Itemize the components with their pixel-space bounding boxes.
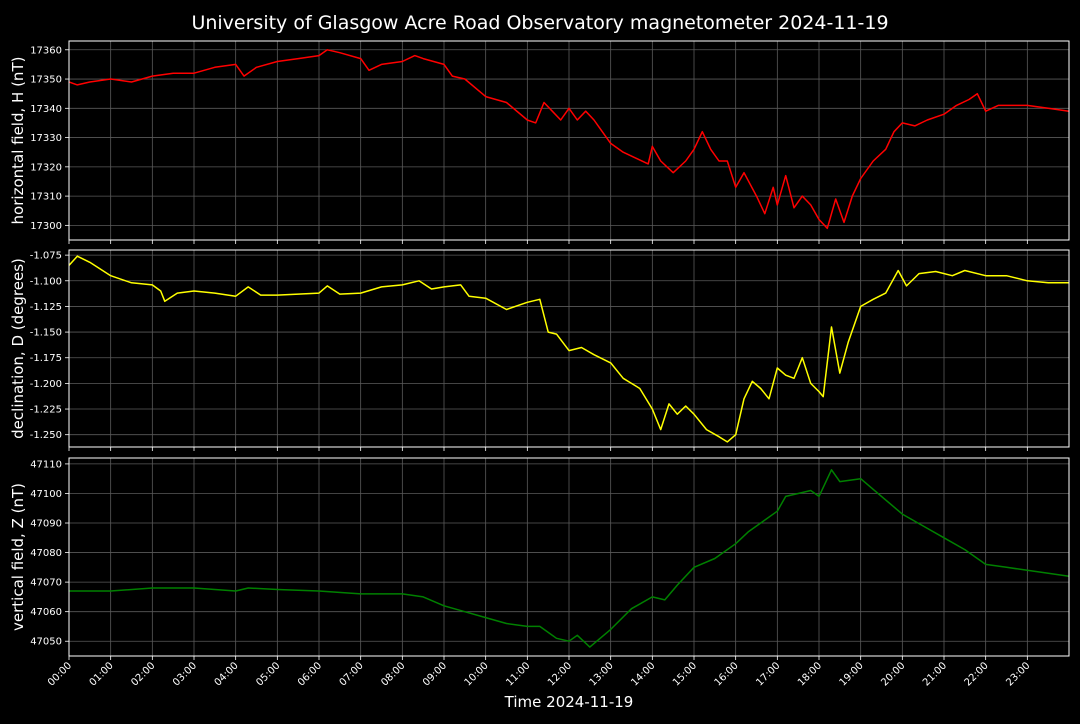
declination-y-tick-label: -1.100 (30, 276, 62, 287)
x-tick-label: 04:00 (213, 660, 241, 688)
vertical-field-y-axis-label: vertical field, Z (nT) (9, 483, 27, 631)
horizontal-field-y-tick-label: 17350 (30, 75, 62, 86)
x-tick-label: 03:00 (171, 660, 199, 688)
x-tick-label: 10:00 (463, 660, 491, 688)
vertical-field-y-tick-label: 47100 (30, 489, 62, 500)
x-tick-label: 17:00 (754, 660, 782, 688)
declination-y-tick-label: -1.225 (30, 405, 62, 416)
horizontal-field-y-tick-label: 17330 (30, 133, 62, 144)
vertical-field-y-tick-label: 47090 (30, 519, 62, 530)
x-tick-label: 06:00 (296, 660, 324, 688)
declination-y-tick-label: -1.175 (30, 353, 62, 364)
x-tick-label: 11:00 (504, 660, 532, 688)
x-tick-label: 18:00 (796, 660, 824, 688)
x-tick-label: 16:00 (713, 660, 741, 688)
x-tick-label: 21:00 (921, 660, 949, 688)
x-tick-label: 09:00 (421, 660, 449, 688)
x-tick-label: 02:00 (129, 660, 157, 688)
x-tick-label: 01:00 (88, 660, 116, 688)
x-tick-label: 19:00 (838, 660, 866, 688)
vertical-field-y-tick-label: 47050 (30, 637, 62, 648)
declination-y-tick-label: -1.200 (30, 379, 62, 390)
vertical-field-y-tick-label: 47070 (30, 578, 62, 589)
declination-panel: -1.075 -1.100 -1.125 -1.150 -1.175 -1.200 -1.2… (9, 249, 1070, 451)
x-tick-label: 13:00 (588, 660, 616, 688)
horizontal-field-series-line (69, 49, 1069, 230)
x-axis-label: Time 2024-11-19 (504, 693, 634, 711)
vertical-field-y-tick-label: 47060 (30, 607, 62, 618)
horizontal-field-y-axis-label: horizontal field, H (nT) (9, 57, 27, 225)
vertical-field-y-tick-label: 47110 (30, 459, 62, 470)
declination-y-tick-label: -1.075 (30, 251, 62, 262)
horizontal-field-y-tick-label: 17340 (30, 104, 62, 115)
declination-y-tick-label: -1.125 (30, 302, 62, 313)
declination-y-axis-label: declination, D (degrees) (9, 258, 27, 439)
horizontal-field-y-tick-label: 17300 (30, 221, 62, 232)
horizontal-field-panel: 17300 17310 17320 17330 17340 17350 17360horiz… (9, 40, 1070, 244)
horizontal-field-y-tick-label: 17360 (30, 45, 62, 56)
x-tick-label: 07:00 (338, 660, 366, 688)
vertical-field-y-tick-label: 47080 (30, 548, 62, 559)
vertical-field-frame (68, 457, 1070, 657)
x-tick-label: 22:00 (963, 660, 991, 688)
x-tick-label: 12:00 (546, 660, 574, 688)
x-tick-label: 08:00 (379, 660, 407, 688)
declination-y-tick-label: -1.150 (30, 328, 62, 339)
declination-series-line (69, 255, 1069, 443)
x-tick-label: 14:00 (629, 660, 657, 688)
horizontal-field-frame (68, 40, 1070, 241)
x-tick-label: 00:00 (46, 660, 74, 688)
x-tick-label: 05:00 (254, 660, 282, 688)
x-tick-label: 23:00 (1004, 660, 1032, 688)
vertical-field-series-line (69, 469, 1069, 648)
x-tick-label: 15:00 (671, 660, 699, 688)
vertical-field-panel: 47050 47060 47070 47080 47090 47100 47110 verti… (9, 457, 1070, 660)
chart-title: University of Glasgow Acre Road Observat… (191, 12, 888, 34)
horizontal-field-y-tick-label: 17320 (30, 162, 62, 173)
x-tick-label: 20:00 (879, 660, 907, 688)
horizontal-field-y-tick-label: 17310 (30, 192, 62, 203)
declination-y-tick-label: -1.250 (30, 430, 62, 441)
declination-frame (68, 249, 1070, 448)
